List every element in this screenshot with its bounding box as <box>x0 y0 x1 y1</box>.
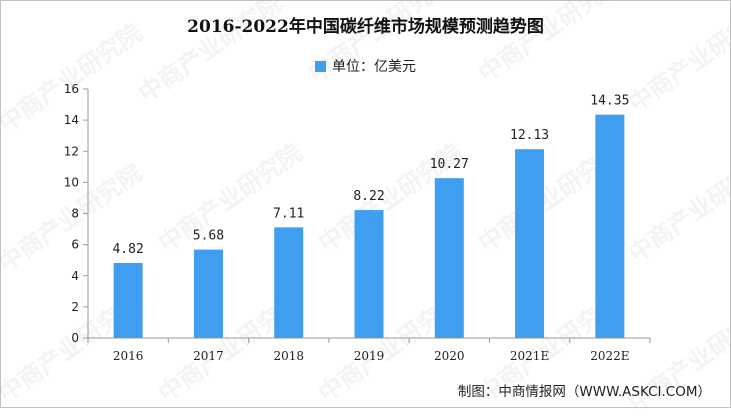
y-tick-label: 8 <box>71 207 79 221</box>
bar <box>434 178 464 338</box>
x-tick-label: 2017 <box>193 349 224 363</box>
y-tick-label: 4 <box>71 269 79 283</box>
legend-label: 单位：亿美元 <box>332 59 416 75</box>
y-tick-label: 14 <box>64 113 79 127</box>
y-tick-label: 16 <box>64 82 79 96</box>
data-label: 10.27 <box>430 157 469 172</box>
chart-title: 2016-2022年中国碳纤维市场规模预测趋势图 <box>187 17 544 37</box>
x-tick-label: 2018 <box>273 349 304 363</box>
y-tick-label: 2 <box>71 300 79 314</box>
bar <box>193 249 223 338</box>
y-tick-label: 6 <box>71 238 79 252</box>
x-tick-label: 2016 <box>113 349 144 363</box>
data-label: 12.13 <box>510 128 549 143</box>
x-tick-label: 2020 <box>434 349 465 363</box>
bar <box>354 210 384 338</box>
bar <box>595 114 625 338</box>
y-tick-label: 0 <box>71 331 79 345</box>
data-label: 5.68 <box>193 229 224 244</box>
data-label: 7.11 <box>273 206 304 221</box>
bar <box>515 149 545 338</box>
data-label: 14.35 <box>590 94 629 109</box>
x-tick-label: 2019 <box>354 349 385 363</box>
data-label: 4.82 <box>112 242 143 257</box>
source-note: 制图：中商情报网（WWW.ASKCI.COM） <box>457 384 711 400</box>
bar-chart: 0 2 4 6 8 10 12 14 16 4.82 2016 5.68 2017 7.11 2018 8.2… <box>64 82 651 363</box>
data-label: 8.22 <box>353 189 384 204</box>
legend: 单位：亿美元 <box>0 56 731 76</box>
y-tick-label: 12 <box>64 144 79 158</box>
y-tick-label: 10 <box>64 175 79 189</box>
x-tick-label: 2022E <box>590 349 629 363</box>
bar <box>274 227 304 338</box>
x-tick-label: 2021E <box>510 349 549 363</box>
bar <box>113 262 143 338</box>
legend-swatch <box>315 61 326 72</box>
